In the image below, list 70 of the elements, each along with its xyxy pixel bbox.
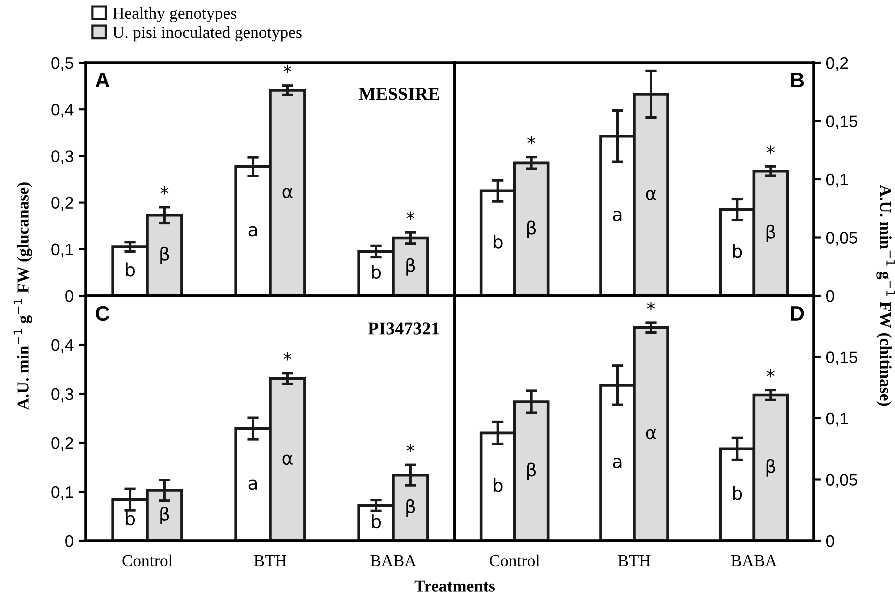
y-tick-label: 0,15: [826, 352, 858, 366]
y-tick-label: 0,1: [826, 412, 848, 427]
y-axis-title: A.U. min$^{−1}$ g$^{−1}$ FW (glucanase): [14, 182, 32, 410]
data-label: b: [733, 244, 742, 258]
y-tick-label: 0,05: [826, 474, 858, 488]
y-tick-label: 0,2: [52, 437, 74, 452]
annotation: *: [766, 369, 775, 378]
x-tick-label: BABA: [370, 555, 417, 567]
annotation: *: [284, 352, 292, 361]
data-label: b: [733, 486, 742, 500]
annotation: *: [160, 186, 169, 195]
x-axis-title: Treatments: [414, 580, 496, 592]
data-label: b: [494, 478, 503, 492]
data-label: b: [126, 262, 136, 277]
annotation: *: [647, 302, 656, 310]
y-tick-label: 0,1: [826, 174, 848, 188]
y-tick-label: 0: [826, 535, 834, 548]
legend-label: Healthy genotypes: [113, 7, 237, 23]
annotation: *: [284, 64, 292, 74]
data-label: α: [282, 188, 293, 198]
y-tick-label: 0,1: [52, 486, 74, 500]
chart-title: B: [791, 73, 804, 88]
y-tick-label: 0: [66, 290, 74, 302]
data-label: a: [613, 211, 622, 222]
y-tick-label: 0,05: [826, 232, 858, 246]
data-label: β: [528, 220, 536, 238]
data-label: β: [406, 499, 416, 517]
data-label: β: [766, 459, 776, 477]
y-tick-label: 0,2: [52, 197, 74, 211]
data-label: b: [126, 512, 136, 526]
text: PI347321: [368, 322, 440, 335]
y-tick-label: 0,4: [52, 104, 74, 118]
x-tick-label: Control: [122, 554, 173, 567]
data-label: β: [406, 258, 416, 276]
x-tick-label: Control: [490, 554, 540, 567]
y-tick-label: 0,2: [826, 57, 848, 72]
data-label: α: [646, 429, 656, 440]
data-label: α: [646, 190, 656, 200]
data-label: β: [528, 462, 536, 480]
y-tick-label: 0,15: [826, 116, 858, 130]
data-label: b: [494, 234, 503, 249]
x-tick-label: BTH: [254, 556, 287, 567]
y-tick-label: 0,3: [52, 150, 74, 164]
annotation: *: [766, 146, 775, 154]
data-label: b: [372, 265, 382, 280]
y-tick-label: 0,5: [52, 57, 74, 72]
x-tick-label: BABA: [731, 555, 778, 567]
y-tick-label: 0,1: [52, 244, 74, 258]
y-axis-title: A.U. min$^{−1}$ g$^{−1}$ FW (chitinase): [876, 185, 895, 406]
annotation: *: [406, 212, 415, 220]
legend-label: U. pisi inoculated genotypes: [113, 26, 302, 42]
chart-title: A: [96, 73, 110, 88]
y-tick-label: 0,3: [52, 388, 74, 402]
chart-title: C: [96, 306, 110, 322]
y-tick-label: 0: [826, 290, 834, 302]
annotation: *: [406, 444, 415, 452]
x-tick-label: BTH: [618, 556, 651, 567]
data-label: a: [248, 480, 258, 490]
data-label: β: [160, 246, 170, 264]
text: MESSIRE: [359, 88, 440, 100]
data-label: β: [160, 506, 170, 525]
y-tick-label: 0: [66, 535, 74, 548]
data-label: α: [282, 454, 293, 466]
y-tick-label: 0,4: [52, 339, 74, 354]
annotation: *: [528, 136, 536, 145]
data-label: a: [613, 458, 622, 468]
data-label: b: [372, 514, 382, 529]
chart-title: D: [791, 306, 804, 321]
data-label: a: [248, 226, 258, 237]
data-label: β: [766, 224, 776, 242]
